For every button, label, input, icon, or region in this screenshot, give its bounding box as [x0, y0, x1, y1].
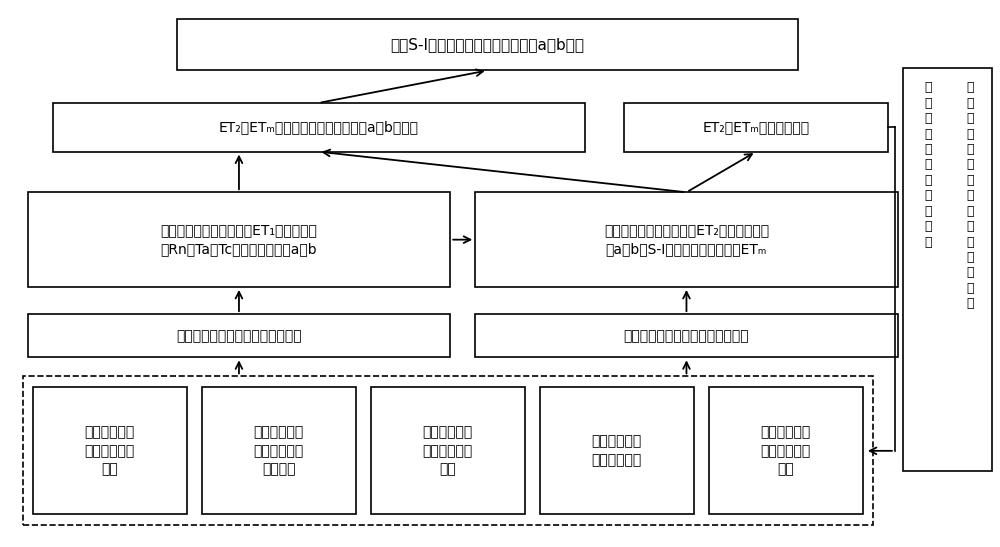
FancyBboxPatch shape — [624, 103, 888, 152]
Text: 测: 测 — [966, 189, 974, 202]
FancyBboxPatch shape — [202, 387, 356, 514]
FancyBboxPatch shape — [475, 314, 898, 357]
Text: 参: 参 — [924, 220, 932, 233]
Text: 续: 续 — [966, 97, 974, 110]
Text: 多: 多 — [966, 251, 974, 264]
FancyBboxPatch shape — [709, 387, 863, 514]
Text: 第一年作物生长期内连续观测资料: 第一年作物生长期内连续观测资料 — [176, 329, 302, 343]
Text: 每日连续观测
典型农田作物
冠层温度: 每日连续观测 典型农田作物 冠层温度 — [254, 426, 304, 476]
Text: 积: 积 — [966, 220, 974, 233]
Text: 的: 的 — [924, 174, 932, 187]
Text: 据: 据 — [966, 298, 974, 310]
Text: 数: 数 — [924, 236, 932, 248]
Text: 由试验数据确定农田实际ET₂；根据拟合参
数a、b和S-I模型公式，计算农田ETₘ: 由试验数据确定农田实际ET₂；根据拟合参 数a、b和S-I模型公式，计算农田ET… — [604, 224, 769, 256]
Text: 以: 以 — [924, 97, 932, 110]
FancyBboxPatch shape — [540, 387, 694, 514]
FancyBboxPatch shape — [33, 387, 187, 514]
Text: 由试验数据确定农田实际ET₁；由试验观
测Rn、Ta、Tc数据，拟合参数a、b: 由试验数据确定农田实际ET₁；由试验观 测Rn、Ta、Tc数据，拟合参数a、b — [161, 224, 317, 256]
Text: ET₂与ETₘ之间判断参数优良，参数a、b可接受: ET₂与ETₘ之间判断参数优良，参数a、b可接受 — [219, 120, 419, 135]
Text: ，: ， — [966, 205, 974, 218]
Text: 年: 年 — [966, 266, 974, 280]
Text: 试: 试 — [966, 143, 974, 156]
Text: 基于S-I模型的灌区作物的特征参数a、b确定: 基于S-I模型的灌区作物的特征参数a、b确定 — [391, 37, 585, 53]
FancyBboxPatch shape — [371, 387, 525, 514]
FancyBboxPatch shape — [28, 314, 450, 357]
Text: 据: 据 — [924, 82, 932, 94]
Text: 验: 验 — [966, 159, 974, 171]
Text: 拟: 拟 — [924, 189, 932, 202]
FancyBboxPatch shape — [475, 193, 898, 287]
FancyBboxPatch shape — [23, 376, 873, 525]
FancyBboxPatch shape — [177, 19, 798, 71]
Text: 第二年作物生长期内连续观测资料: 第二年作物生长期内连续观测资料 — [624, 329, 749, 343]
FancyBboxPatch shape — [53, 103, 585, 152]
FancyBboxPatch shape — [28, 193, 450, 287]
Text: 理: 理 — [924, 159, 932, 171]
Text: 间: 间 — [966, 127, 974, 141]
Text: 观: 观 — [966, 174, 974, 187]
Text: 每日连续观测
典型农田气象
数据: 每日连续观测 典型农田气象 数据 — [85, 426, 135, 476]
Text: ET₂与ETₘ之间关系较差: ET₂与ETₘ之间关系较差 — [703, 120, 810, 135]
Text: 典型农田每次
灌溉水量观测: 典型农田每次 灌溉水量观测 — [592, 435, 642, 467]
Text: 累: 累 — [966, 236, 974, 248]
FancyBboxPatch shape — [903, 68, 992, 471]
Text: 典型农田作物
生理生态指标
观测: 典型农田作物 生理生态指标 观测 — [761, 426, 811, 476]
Text: 数: 数 — [966, 282, 974, 295]
Text: 田: 田 — [966, 112, 974, 125]
Text: 合: 合 — [924, 143, 932, 156]
Text: 典型农田土壤
水分变化数据
观测: 典型农田土壤 水分变化数据 观测 — [423, 426, 473, 476]
Text: 合: 合 — [924, 205, 932, 218]
Text: 得: 得 — [924, 127, 932, 141]
Text: 获: 获 — [924, 112, 932, 125]
Text: 继: 继 — [966, 82, 974, 94]
